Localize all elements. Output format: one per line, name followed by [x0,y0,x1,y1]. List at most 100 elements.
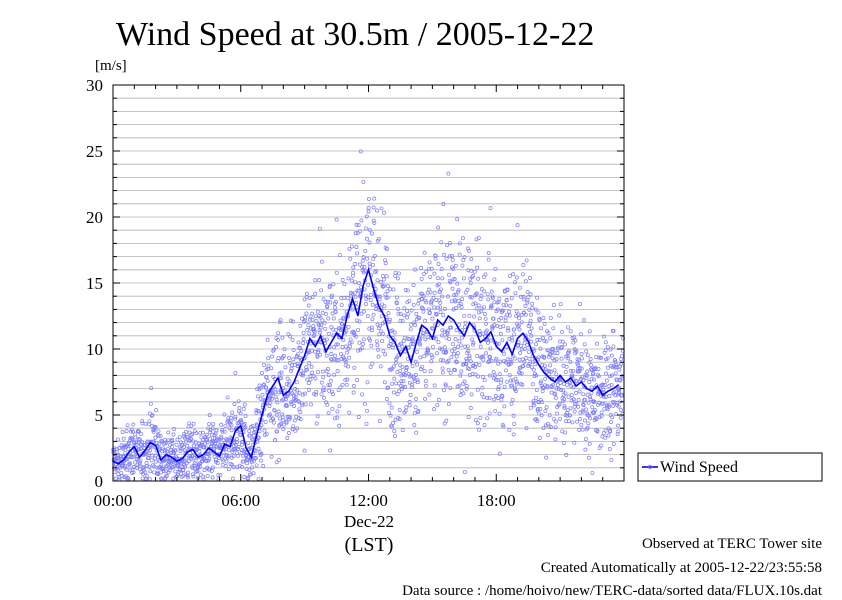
data-point [376,347,381,352]
data-point [419,276,424,281]
data-point [149,386,154,391]
data-point [562,404,567,409]
data-point [133,435,138,440]
data-point [226,415,231,420]
data-point [531,401,536,406]
data-point [404,405,409,410]
data-point [523,279,528,284]
data-point [256,435,261,440]
data-point [388,287,393,292]
data-point [236,399,241,404]
data-point [279,370,284,375]
data-point [212,450,217,454]
data-point [368,338,372,343]
data-point [563,342,568,347]
data-point [469,257,474,262]
data-point [391,364,396,369]
data-point [564,419,569,424]
data-point [553,419,558,424]
data-point [128,435,133,440]
data-point [578,301,583,306]
data-point [564,453,569,457]
data-point [229,415,233,420]
data-point [326,383,331,388]
data-point [200,430,205,435]
data-point [541,316,546,321]
data-point [513,356,518,361]
data-point [260,392,265,397]
data-point [241,459,246,464]
data-point [269,366,274,371]
data-point [350,291,355,296]
data-point [208,436,212,441]
data-point [400,344,405,349]
data-point [397,408,402,413]
data-point [407,403,412,408]
data-point [223,423,228,428]
data-point [233,414,238,419]
data-point [165,456,170,460]
data-point [380,284,385,289]
data-point [119,470,124,475]
data-point [460,263,465,268]
data-point [571,368,575,373]
data-point [501,302,506,307]
data-point [304,291,309,296]
data-point [149,458,154,463]
data-point [589,385,594,390]
data-point [582,418,587,423]
data-point [579,356,584,361]
data-point [182,434,187,439]
data-point [140,439,145,444]
data-point [288,318,293,323]
data-point [344,382,349,387]
data-point [334,342,339,347]
data-point [316,348,321,353]
data-point [422,354,427,359]
data-point [304,311,309,316]
data-point [136,458,141,463]
data-point [551,347,556,351]
data-point [306,381,311,386]
data-point [462,324,467,329]
data-point [452,346,457,351]
data-point [456,288,461,293]
data-point [197,445,202,450]
data-point [492,373,497,378]
data-point [514,309,519,314]
data-point [566,356,571,361]
x-tick-label: 12:00 [349,491,388,510]
data-point [418,355,423,360]
data-point [151,429,156,434]
data-point [480,392,485,397]
data-point [349,244,354,249]
data-point [393,273,398,278]
data-point [138,446,143,451]
data-point [585,425,590,430]
data-point [368,298,373,303]
data-point [239,418,244,423]
data-point [572,440,577,445]
data-point [378,294,382,299]
data-point [540,389,545,394]
data-point [310,317,315,322]
data-point [272,376,277,381]
data-point [534,388,539,393]
data-point [509,296,514,301]
data-point [245,475,250,480]
data-point [363,268,368,273]
data-point [512,332,517,337]
data-point [619,408,624,413]
data-point [596,366,601,371]
data-point [330,406,335,411]
x-tick-label: 06:00 [221,491,260,510]
data-point [491,316,496,321]
data-point [350,273,355,278]
data-point [504,303,509,308]
data-point [412,376,416,381]
data-point [473,417,478,422]
data-point [557,402,562,407]
data-point [250,465,255,470]
data-point [440,370,445,375]
data-point [286,392,291,397]
